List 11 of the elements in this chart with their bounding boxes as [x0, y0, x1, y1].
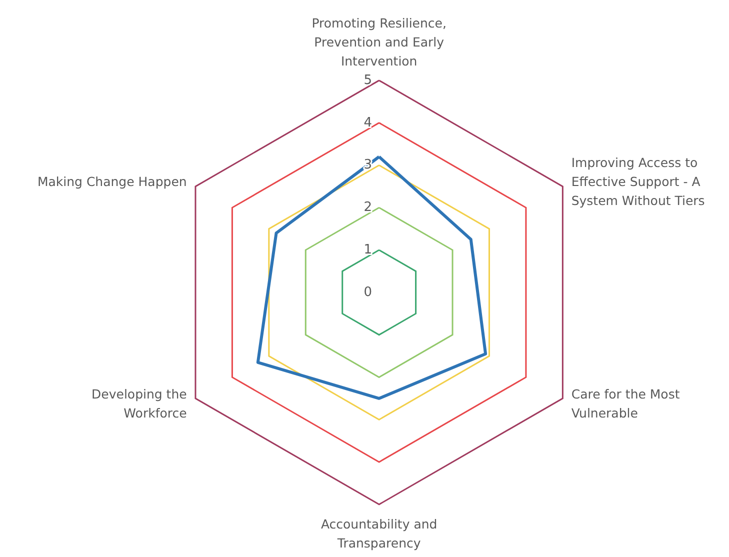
y-tick-label: 0 [364, 284, 372, 300]
y-tick-label: 1 [364, 242, 372, 258]
spoke-label: Making Change Happen [37, 174, 187, 189]
y-tick-label: 4 [364, 115, 372, 130]
spoke-label: Accountability and Transparency [320, 516, 438, 550]
spoke-label: Developing the Workforce [92, 386, 188, 420]
y-tick-label: 5 [364, 72, 372, 88]
spoke-label: Care for the Most Vulnerable [571, 386, 680, 420]
spoke-label: Improving Access to Effective Support - A System Without Tiers [571, 154, 705, 208]
y-tick-label: 2 [364, 200, 372, 216]
spoke-label: Promoting Resilience, Prevention and Early Intervention [312, 15, 446, 68]
